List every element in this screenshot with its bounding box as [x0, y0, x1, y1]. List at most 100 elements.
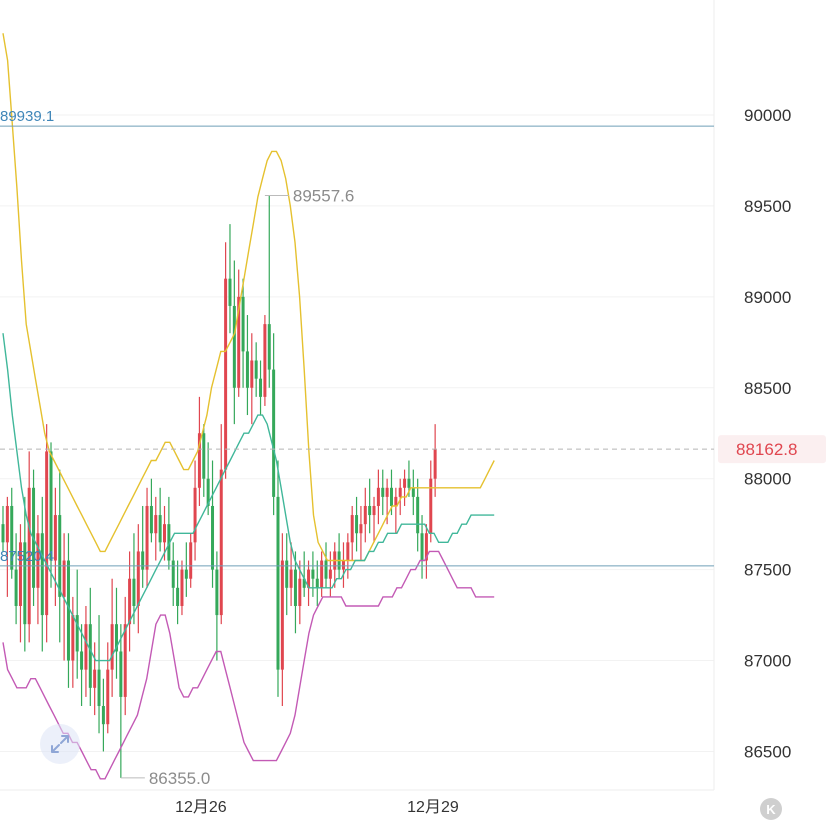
candle-body [368, 505, 372, 516]
candle-body [119, 651, 123, 697]
candle-body [324, 560, 328, 579]
candle-body [259, 378, 263, 397]
candle-body [88, 624, 92, 688]
candle-body [189, 542, 193, 579]
candle-body [167, 524, 171, 561]
candle-body [145, 505, 149, 570]
candle-body [5, 505, 9, 543]
candle-body [27, 487, 31, 625]
candle-body [211, 505, 215, 570]
candle-body [53, 515, 57, 561]
candle-body [280, 560, 284, 670]
candle-body [350, 515, 354, 543]
candle-body [80, 651, 84, 670]
logo-badge: K [760, 798, 782, 820]
candle-body [411, 487, 415, 497]
candle-body [141, 551, 145, 570]
candle-body [176, 587, 180, 606]
indicator-line-1 [2, 33, 495, 562]
candle-body [158, 515, 162, 543]
candle-body [307, 569, 311, 588]
extreme-labels: 89557.6 86355.0 [120, 186, 354, 788]
candle-body [206, 478, 210, 506]
candle-body [372, 505, 376, 516]
candle-body [420, 533, 424, 561]
candle-body [376, 487, 380, 506]
candle-body [128, 578, 132, 625]
candle-body [276, 496, 280, 670]
candle-body [398, 487, 402, 497]
candle-body [40, 533, 44, 616]
candle-body [298, 578, 302, 606]
y-tick-label: 87500 [744, 561, 791, 580]
candle-body [71, 615, 75, 661]
candle-body [272, 369, 276, 497]
candle-body [18, 542, 22, 606]
candle-body [171, 560, 175, 588]
x-axis-ticks: 12月26 12月29 [175, 799, 459, 816]
candle-body [62, 560, 66, 597]
candle-body [132, 578, 136, 606]
indicator-lines [2, 33, 495, 780]
candle-body [232, 305, 236, 388]
candle-body [97, 669, 101, 707]
candle-body [10, 505, 14, 570]
current-price: 88162.8 [0, 435, 826, 464]
candle-body [114, 624, 118, 652]
candle-body [433, 449, 437, 479]
y-tick-label: 89000 [744, 288, 791, 307]
candle-body [101, 706, 105, 725]
candle-body [285, 560, 289, 588]
horizontal-line-label: 87520.4 [0, 548, 54, 565]
y-tick-label: 86500 [744, 742, 791, 761]
candle-body [311, 569, 315, 579]
candle-body [224, 278, 228, 470]
candle-body [49, 451, 53, 561]
x-tick-label: 12月29 [407, 799, 459, 816]
extreme-label: 89557.6 [293, 186, 354, 205]
candle-body [293, 569, 297, 606]
horizontal-line-label: 89939.1 [0, 108, 54, 125]
candle-body [197, 433, 201, 488]
candle-body [93, 669, 97, 688]
candle-body [346, 542, 350, 561]
candle-body [215, 569, 219, 616]
y-axis-ticks: 90000 89500 89000 88500 88000 87500 87000 86500 [744, 106, 791, 761]
candle-body [219, 469, 223, 616]
candle-body [289, 569, 293, 588]
candle-body [385, 487, 389, 497]
y-tick-label: 88000 [744, 470, 791, 489]
candle-body [66, 560, 70, 661]
candle-body [315, 578, 319, 588]
candle-body [23, 542, 27, 625]
candle-body [355, 515, 359, 534]
candle-body [263, 324, 267, 397]
candle-body [123, 624, 127, 697]
x-tick-label: 12月26 [175, 799, 227, 816]
candle-body [75, 615, 79, 652]
candle-body [254, 360, 258, 379]
candle-body [184, 569, 188, 579]
horizontal-lines: 89939.1 87520.4 [0, 108, 714, 567]
candle-body [180, 569, 184, 606]
extreme-label: 86355.0 [149, 769, 210, 788]
candle-body [363, 505, 367, 525]
logo-letter: K [766, 801, 776, 817]
candle-body [424, 533, 428, 561]
candle-body [341, 560, 345, 570]
candle-body [110, 624, 114, 670]
candle-body [394, 496, 398, 506]
y-tick-label: 87000 [744, 652, 791, 671]
candle-body [381, 487, 385, 497]
candle-body [241, 296, 245, 352]
candle-body [267, 324, 271, 370]
candle-body [84, 624, 88, 670]
candle-body [407, 478, 411, 488]
candle-body [45, 451, 49, 616]
candle-body [389, 487, 393, 506]
candle-body [136, 551, 140, 606]
expand-button[interactable] [40, 724, 80, 764]
candle-body [36, 533, 40, 588]
candle-body [403, 478, 407, 488]
